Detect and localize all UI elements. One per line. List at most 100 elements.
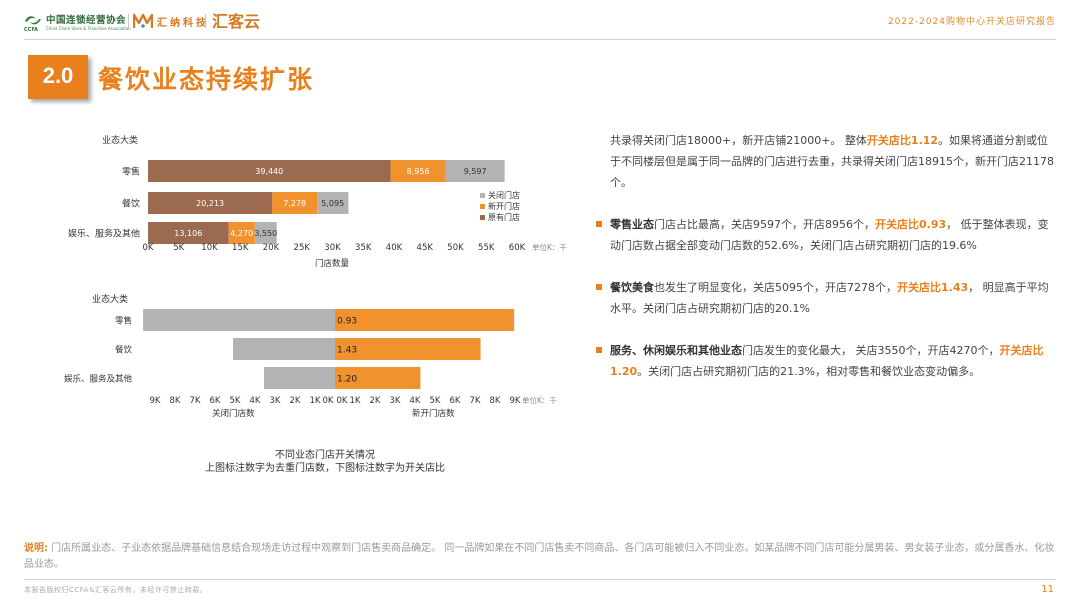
footnote-text: 门店所属业态、子业态依据品牌基础信息结合现场走访过程中观察到门店售卖商品确定。 … <box>24 543 1055 570</box>
data-label: 20,213 <box>196 199 224 208</box>
x-tick-label: 8K <box>170 396 181 406</box>
bar-opened <box>335 367 421 389</box>
category-label: 餐饮 <box>115 345 133 356</box>
x-tick-label: 55K <box>478 243 495 253</box>
x-tick-label: 5K <box>430 396 441 406</box>
bullet-retail-text: 门店占比最高，关店9597个，开店8956个， <box>654 218 875 231</box>
analysis-text: 共录得关闭门店18000+，新开店铺21000+。 整体开关店比1.12。如果将… <box>596 130 1056 382</box>
bullet-retail-text-rest: ， 低于整体表现，变动门店数占据全部变动门店数的52.6%，关闭门店占研究期初门… <box>610 218 1049 252</box>
bullet-services-highlight: 开关店比1.20 <box>610 344 1044 378</box>
legend-label: 原有门店 <box>488 212 520 222</box>
bullet-retail: 零售业态门店占比最高，关店9597个，开店8956个，开关店比0.93， 低于整… <box>596 214 1056 256</box>
bullet-food: 餐饮美食也发生了明显变化，关店5095个，开店7278个，开关店比1.43， 明… <box>596 277 1056 319</box>
category-label: 零售 <box>115 316 132 327</box>
category-label: 餐饮 <box>122 198 140 210</box>
x-tick-label: 2K <box>290 396 301 406</box>
x-axis-title-closed: 关闭门店数 <box>212 408 255 419</box>
bullet-food-text: 也发生了明显变化，关店5095个，开店7278个， <box>654 281 897 294</box>
logo-divider <box>205 14 206 28</box>
x-tick-label: 15K <box>232 243 249 253</box>
category-label: 零售 <box>122 166 140 178</box>
section-number: 2.0 <box>42 63 74 88</box>
bar-segment <box>254 222 277 244</box>
data-label: 13,106 <box>174 229 202 238</box>
bar-closed <box>264 367 335 389</box>
x-tick-label: 6K <box>450 396 461 406</box>
x-tick-label: 2K <box>370 396 381 406</box>
ccfa-name-cn: 中国连锁经营协会 <box>46 15 127 26</box>
bullet-food-term: 餐饮美食 <box>610 281 654 294</box>
data-label: 7,278 <box>283 199 306 208</box>
chart-caption-note: 上图标注数字为去重门店数，下图标注数字为开关店比 <box>205 463 445 474</box>
bullet-square-icon <box>596 347 602 353</box>
footnote: 说明: 门店所属业态、子业态依据品牌基础信息结合现场走访过程中观察到门店售卖商品… <box>24 541 1056 573</box>
x-tick-label: 9K <box>150 396 161 406</box>
x-tick-label: 1K <box>350 396 361 406</box>
legend-label: 新开门店 <box>488 201 520 211</box>
chart-caption-title: 不同业态门店开关情况 <box>275 450 375 461</box>
header-divider <box>24 39 1056 40</box>
x-tick-label: 7K <box>470 396 481 406</box>
bullet-services-text: 门店发生的变化最大， 关店3550个，开店4270个， <box>742 344 1000 357</box>
copyright-notice: 本报告版权归CCFA&汇客云所有，未经许可禁止转载。 <box>24 586 208 594</box>
bar-segment <box>148 222 229 244</box>
x-tick-label: 10K <box>201 243 218 253</box>
bullet-services: 服务、休闲娱乐和其他业态门店发生的变化最大， 关店3550个，开店4270个，开… <box>596 340 1056 382</box>
x-tick-label: 35K <box>355 243 372 253</box>
huike-logo: 汇客云 <box>212 12 261 31</box>
x-tick-label: 45K <box>417 243 434 253</box>
report-name: 2022-2024购物中心开关店研究报告 <box>887 17 1056 27</box>
bullet-square-icon <box>596 284 602 290</box>
bar-closed <box>233 338 335 360</box>
x-tick-label: 30K <box>324 243 341 253</box>
x-tick-label: 0K <box>337 396 348 406</box>
x-tick-label: 7K <box>190 396 201 406</box>
bar-opened <box>335 309 515 331</box>
data-label: 3,550 <box>254 229 277 238</box>
x-tick-label: 8K <box>490 396 501 406</box>
footer-divider <box>24 579 1056 580</box>
bar-segment <box>272 192 318 214</box>
intro-highlight: 开关店比1.12 <box>866 134 939 147</box>
bullet-retail-highlight: 开关店比0.93 <box>875 218 947 231</box>
section-title: 餐饮业态持续扩张 <box>98 65 315 94</box>
x-tick-label: 3K <box>390 396 401 406</box>
huina-logo-icon <box>133 13 153 28</box>
bar-segment <box>445 160 505 182</box>
bar-segment <box>390 160 446 182</box>
bullet-services-term: 服务、休闲娱乐和其他业态 <box>610 344 742 357</box>
x-tick-label: 3K <box>270 396 281 406</box>
bullet-food-text-rest: ， 明显高于平均水平。关闭门店占研究期初门店的20.1% <box>610 281 1049 315</box>
x-tick-label: 40K <box>386 243 403 253</box>
data-label: 39,440 <box>255 167 283 176</box>
intro-text-rest: 。如果将通道分割或位于不同楼层但是属于同一品牌的门店进行去重，共录得关闭门店18… <box>610 134 1054 189</box>
legend-swatch <box>480 193 485 198</box>
category-axis-title: 业态大类 <box>102 134 138 146</box>
x-axis-title-opened: 新开门店数 <box>412 408 455 419</box>
x-tick-label: 5K <box>173 243 184 253</box>
x-tick-label: 1K <box>310 396 321 406</box>
x-tick-label: 9K <box>510 396 521 406</box>
x-tick-label: 6K <box>210 396 221 406</box>
legend-swatch <box>480 215 485 220</box>
data-label: 8,956 <box>407 167 430 176</box>
bar-opened <box>335 338 481 360</box>
x-axis-title: 门店数量 <box>315 258 350 269</box>
intro-text: 共录得关闭门店18000+，新开店铺21000+。 整体 <box>610 134 867 147</box>
x-tick-label: 4K <box>250 396 261 406</box>
ratio-label: 0.93 <box>337 317 357 327</box>
category-axis-title: 业态大类 <box>92 293 128 305</box>
bullet-square-icon <box>596 221 602 227</box>
bar-segment <box>317 192 349 214</box>
logo-divider <box>128 14 129 28</box>
x-tick-label: 20K <box>263 243 280 253</box>
bullet-retail-term: 零售业态 <box>610 218 654 231</box>
ccfa-mark: CCFA <box>24 27 39 33</box>
footnote-label: 说明: <box>24 543 48 554</box>
x-tick-label: 0K <box>323 396 334 406</box>
legend-label: 关闭门店 <box>488 190 520 200</box>
x-tick-label: 4K <box>410 396 421 406</box>
x-tick-label: 60K <box>509 243 526 253</box>
